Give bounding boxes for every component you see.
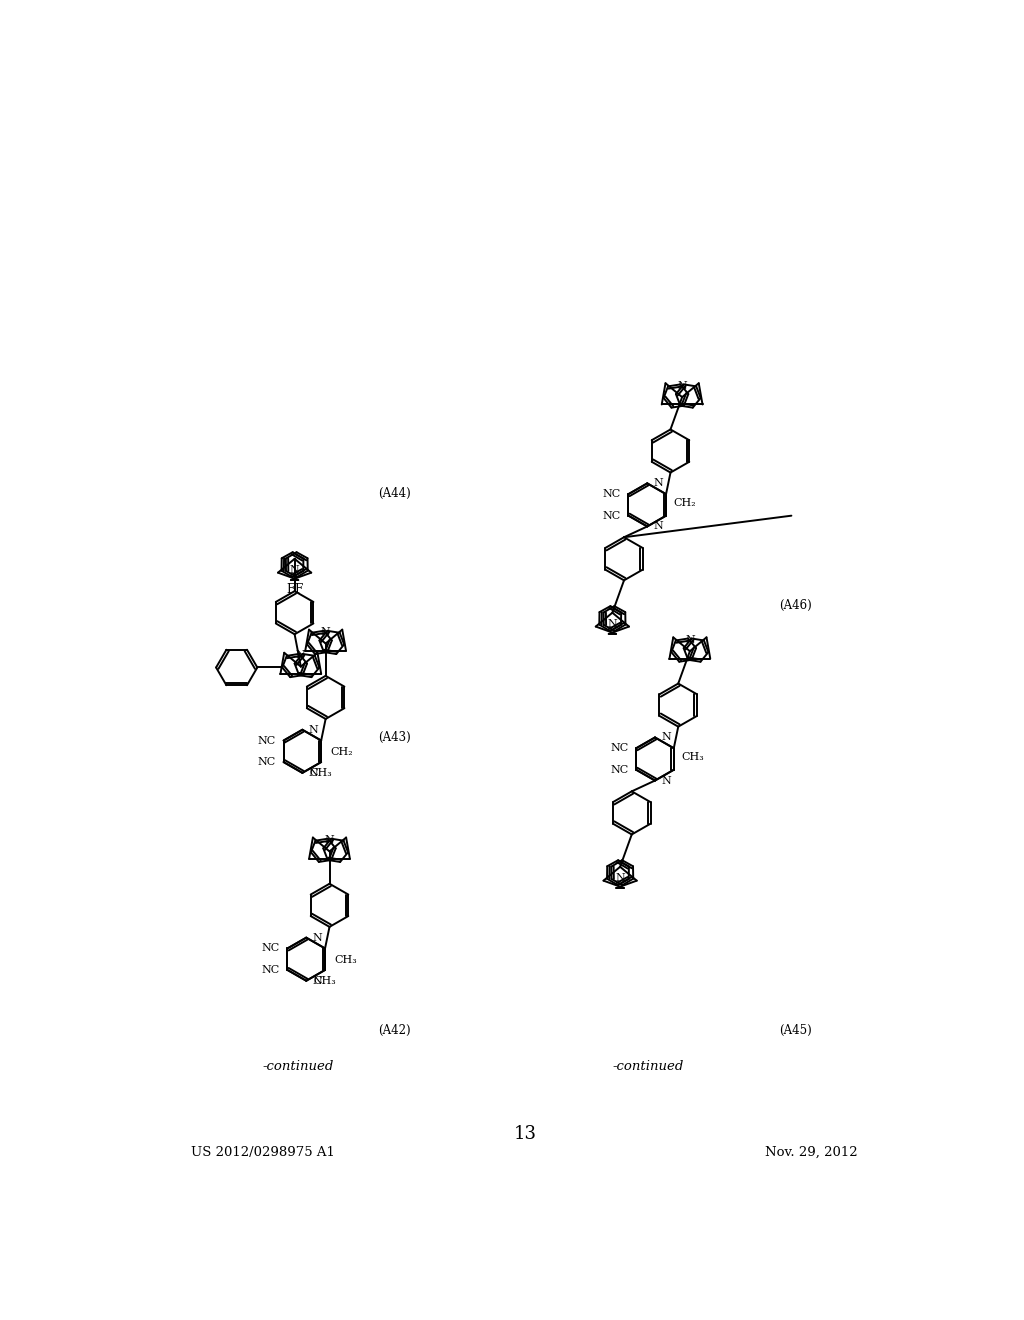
- Text: N: N: [296, 651, 306, 660]
- Text: NC: NC: [610, 743, 629, 754]
- Text: CH₃: CH₃: [313, 977, 337, 986]
- Text: 13: 13: [513, 1125, 537, 1143]
- Text: NC: NC: [602, 511, 621, 520]
- Text: -continued: -continued: [263, 1060, 334, 1073]
- Text: (A43): (A43): [378, 731, 411, 744]
- Text: NC: NC: [610, 764, 629, 775]
- Text: CH₃: CH₃: [682, 752, 705, 762]
- Text: US 2012/0298975 A1: US 2012/0298975 A1: [191, 1146, 336, 1159]
- Text: N: N: [607, 619, 617, 628]
- Text: CH₂: CH₂: [331, 747, 353, 756]
- Text: -continued: -continued: [612, 1060, 683, 1073]
- Text: F: F: [287, 583, 295, 597]
- Text: CH₃: CH₃: [335, 954, 357, 965]
- Text: (A45): (A45): [778, 1024, 811, 1038]
- Text: (A46): (A46): [778, 599, 811, 612]
- Text: N: N: [677, 381, 687, 391]
- Text: Nov. 29, 2012: Nov. 29, 2012: [766, 1146, 858, 1159]
- Text: CH₃: CH₃: [310, 768, 333, 779]
- Text: N: N: [653, 521, 664, 532]
- Text: NC: NC: [258, 735, 275, 746]
- Text: N: N: [312, 975, 323, 986]
- Text: N: N: [312, 933, 323, 942]
- Text: NC: NC: [261, 965, 280, 975]
- Text: (A42): (A42): [378, 1024, 411, 1038]
- Text: NC: NC: [602, 490, 621, 499]
- Text: F: F: [295, 583, 303, 597]
- Text: N: N: [308, 725, 318, 735]
- Text: N: N: [308, 768, 318, 777]
- Text: N: N: [325, 836, 335, 845]
- Text: (A44): (A44): [378, 487, 411, 500]
- Text: N: N: [290, 565, 299, 576]
- Text: N: N: [653, 478, 664, 488]
- Text: NC: NC: [258, 758, 275, 767]
- Text: NC: NC: [261, 944, 280, 953]
- Text: CH₂: CH₂: [674, 498, 696, 508]
- Text: N: N: [685, 635, 694, 645]
- Text: N: N: [615, 873, 625, 883]
- Text: N: N: [662, 733, 671, 742]
- Text: N: N: [321, 627, 331, 638]
- Text: N: N: [662, 776, 671, 785]
